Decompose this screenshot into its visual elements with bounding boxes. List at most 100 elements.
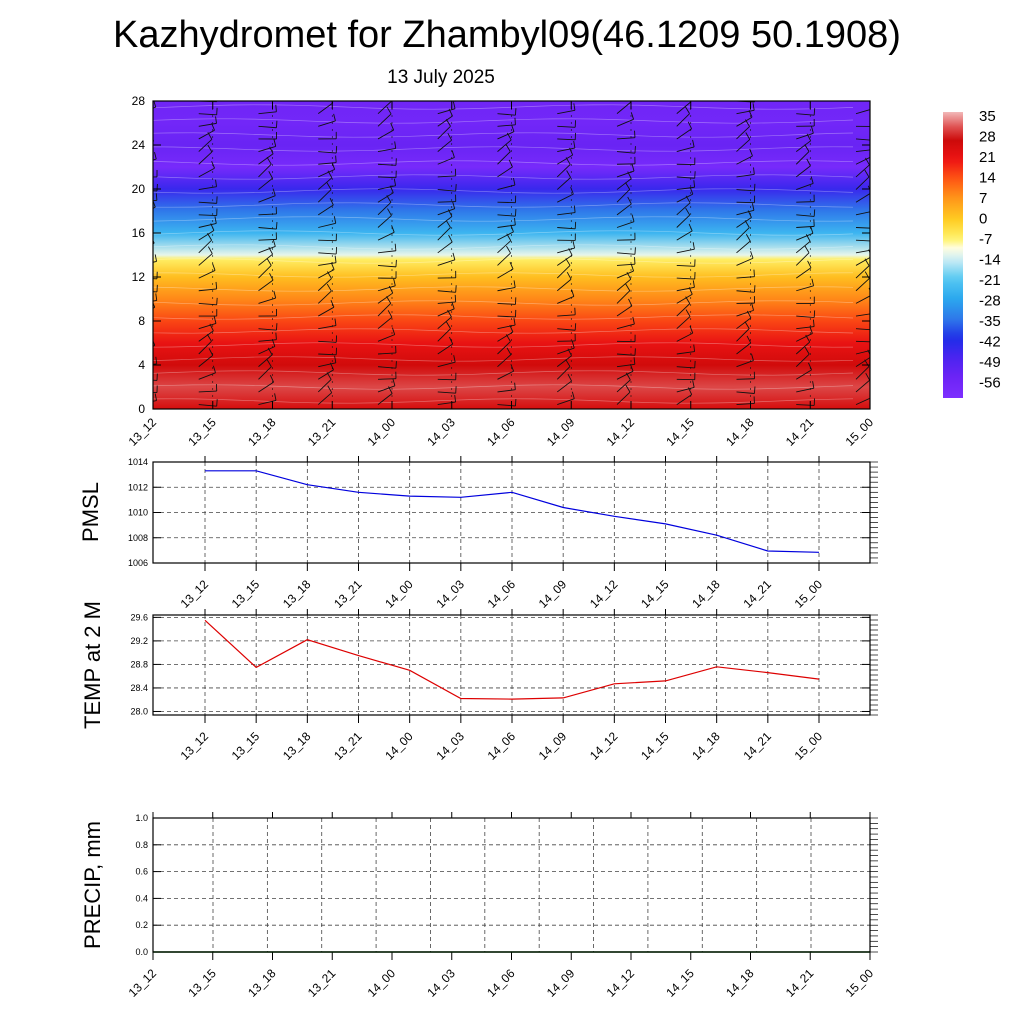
- xtick-label: 14_12: [604, 966, 638, 1000]
- xtick-label: 13_18: [280, 729, 314, 763]
- xtick-label: 14_09: [536, 577, 570, 611]
- wind-barb-flag: [570, 85, 573, 92]
- wind-barb-flag: [691, 87, 693, 94]
- heatmap-ytick-label: 20: [132, 182, 146, 196]
- wind-barb: [856, 341, 874, 342]
- wind-barb-flag: [149, 209, 153, 216]
- heatmap-ytick-label: 12: [132, 270, 146, 284]
- wind-barb-flag: [872, 204, 873, 211]
- xtick-label: 14_12: [587, 729, 621, 763]
- heatmap-ytick-label: 4: [138, 358, 145, 372]
- heatmap-xtick-label: 14_00: [365, 415, 399, 449]
- xtick-label: 14_03: [433, 577, 467, 611]
- wind-barb: [378, 379, 396, 380]
- xtick-label: 13_21: [305, 966, 339, 1000]
- wind-barb-flag: [635, 247, 636, 254]
- ytick-label: 1012: [128, 482, 148, 492]
- wind-barb-flag: [148, 221, 152, 228]
- wind-barb: [318, 88, 331, 101]
- ytick-label: 29.2: [130, 636, 148, 646]
- wind-barb-flag: [626, 81, 630, 88]
- heatmap-ytick-label: 0: [138, 402, 145, 416]
- wind-barb-flag: [276, 105, 277, 112]
- heatmap-xtick-label: 15_00: [843, 415, 877, 449]
- ytick-label: 0.0: [135, 947, 148, 957]
- wind-barb: [617, 88, 630, 101]
- heatmap-xtick-label: 14_09: [544, 415, 578, 449]
- xtick-label: 13_12: [178, 577, 212, 611]
- xtick-label: 13_12: [126, 966, 160, 1000]
- colorbar-label: -21: [979, 272, 1001, 289]
- xtick-label: 14_18: [689, 577, 723, 611]
- colorbar-label: -14: [979, 252, 1001, 269]
- heatmap-ytick-label: 8: [138, 314, 145, 328]
- wind-barb-flag: [276, 333, 277, 340]
- wind-barb-flag: [148, 309, 152, 316]
- colorbar-swatch: [943, 112, 963, 398]
- wind-barb-flag: [456, 285, 457, 292]
- wind-barb-flag: [455, 295, 456, 302]
- xtick-label: 15_00: [792, 729, 826, 763]
- colorbar-label: -28: [979, 293, 1001, 310]
- wind-barb-flag: [873, 306, 874, 313]
- wind-barb: [139, 115, 153, 126]
- wind-barb-flag: [814, 108, 815, 115]
- xtick-label: 14_21: [740, 729, 774, 763]
- wind-barb-flag: [575, 323, 576, 330]
- heatmap-ytick-label: 28: [132, 94, 146, 108]
- heatmap-ytick-label: 16: [132, 226, 146, 240]
- xtick-label: 14_15: [638, 577, 672, 611]
- colorbar-label: -35: [979, 313, 1001, 330]
- wind-barb: [677, 94, 694, 101]
- wind-barb-flag: [327, 81, 331, 88]
- xtick-label: 14_09: [536, 729, 570, 763]
- xtick-label: 13_15: [229, 729, 263, 763]
- xtick-label: 14_00: [382, 729, 416, 763]
- y-axis-label: TEMP at 2 M: [80, 601, 105, 729]
- y-axis-label: PRECIP, mm: [80, 821, 105, 949]
- heatmap-xtick-label: 14_03: [424, 415, 458, 449]
- wind-barb-flag: [272, 86, 275, 93]
- wind-barb: [557, 92, 573, 101]
- heatmap-xtick-label: 13_15: [185, 415, 219, 449]
- xtick-label: 13_18: [245, 966, 279, 1000]
- colorbar-label: -56: [979, 375, 1001, 392]
- wind-barb-flag: [515, 108, 516, 115]
- xtick-label: 14_21: [783, 966, 817, 1000]
- heatmap-ytick-label: 24: [132, 138, 146, 152]
- colorbar-label: 35: [979, 108, 996, 125]
- ytick-label: 0.8: [135, 840, 148, 850]
- wind-barb-flag: [336, 156, 337, 163]
- ytick-label: 1014: [128, 457, 148, 467]
- ytick-label: 28.4: [130, 683, 148, 693]
- wind-barb-flag: [872, 102, 874, 109]
- xtick-label: 13_15: [185, 966, 219, 1000]
- heatmap-xtick-label: 13_18: [245, 415, 279, 449]
- wind-barb-flag: [872, 343, 873, 350]
- xtick-label: 13_18: [280, 577, 314, 611]
- wind-barb-flag: [148, 119, 152, 126]
- wind-barb-flag: [217, 399, 218, 406]
- wind-barb-flag: [387, 94, 391, 101]
- ytick-label: 29.6: [130, 612, 148, 622]
- colorbar-label: 0: [979, 211, 987, 228]
- wind-barb-flag: [156, 193, 157, 200]
- wind-barb: [856, 91, 871, 101]
- ytick-label: 0.6: [135, 867, 148, 877]
- ytick-label: 0.4: [135, 893, 148, 903]
- xtick-label: 14_15: [663, 966, 697, 1000]
- ytick-label: 28.8: [130, 659, 148, 669]
- wind-barb-flag: [867, 84, 870, 91]
- heatmap-xtick-label: 14_06: [484, 415, 518, 449]
- wind-barb-flag: [635, 146, 636, 153]
- xtick-label: 14_15: [638, 729, 672, 763]
- ytick-label: 1008: [128, 533, 148, 543]
- heatmap-xtick-label: 14_18: [723, 415, 757, 449]
- xtick-label: 14_18: [723, 966, 757, 1000]
- heatmap-xtick-label: 13_21: [305, 415, 339, 449]
- ytick-label: 0.2: [135, 920, 148, 930]
- heatmap-xtick-label: 14_12: [604, 415, 638, 449]
